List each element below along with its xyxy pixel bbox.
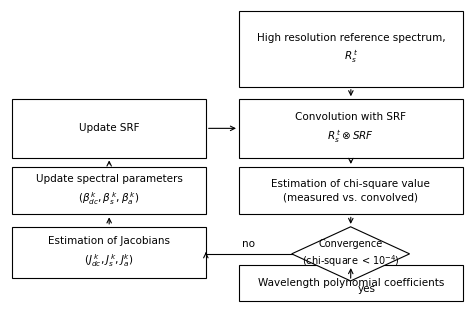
Text: Convergence
(chi-square $<10^{-4}$): Convergence (chi-square $<10^{-4}$) bbox=[302, 239, 400, 269]
Text: Update spectral parameters
$(\beta_{dc}^{\,k},\beta_s^{\,k},\beta_a^{\,k})$: Update spectral parameters $(\beta_{dc}^… bbox=[36, 174, 183, 207]
FancyBboxPatch shape bbox=[12, 99, 206, 158]
FancyBboxPatch shape bbox=[239, 265, 463, 301]
Polygon shape bbox=[292, 227, 410, 281]
Text: Update SRF: Update SRF bbox=[79, 123, 140, 133]
Text: Estimation of chi-square value
(measured vs. convolved): Estimation of chi-square value (measured… bbox=[272, 179, 430, 203]
Text: Wavelength polynomial coefficients: Wavelength polynomial coefficients bbox=[258, 278, 444, 288]
Text: High resolution reference spectrum,
$R_s^{\,t}$: High resolution reference spectrum, $R_s… bbox=[256, 33, 445, 66]
Text: no: no bbox=[242, 239, 255, 249]
Text: Convolution with SRF
$R_s^{\,t}\otimes SRF$: Convolution with SRF $R_s^{\,t}\otimes S… bbox=[295, 112, 406, 145]
Text: yes: yes bbox=[358, 284, 376, 294]
FancyBboxPatch shape bbox=[239, 167, 463, 214]
FancyBboxPatch shape bbox=[12, 167, 206, 214]
Text: Estimation of Jacobians
$(J_{dc}^{\,k},J_s^{\,k},J_a^k)$: Estimation of Jacobians $(J_{dc}^{\,k},J… bbox=[48, 236, 170, 269]
FancyBboxPatch shape bbox=[239, 99, 463, 158]
FancyBboxPatch shape bbox=[12, 227, 206, 277]
FancyBboxPatch shape bbox=[239, 11, 463, 87]
